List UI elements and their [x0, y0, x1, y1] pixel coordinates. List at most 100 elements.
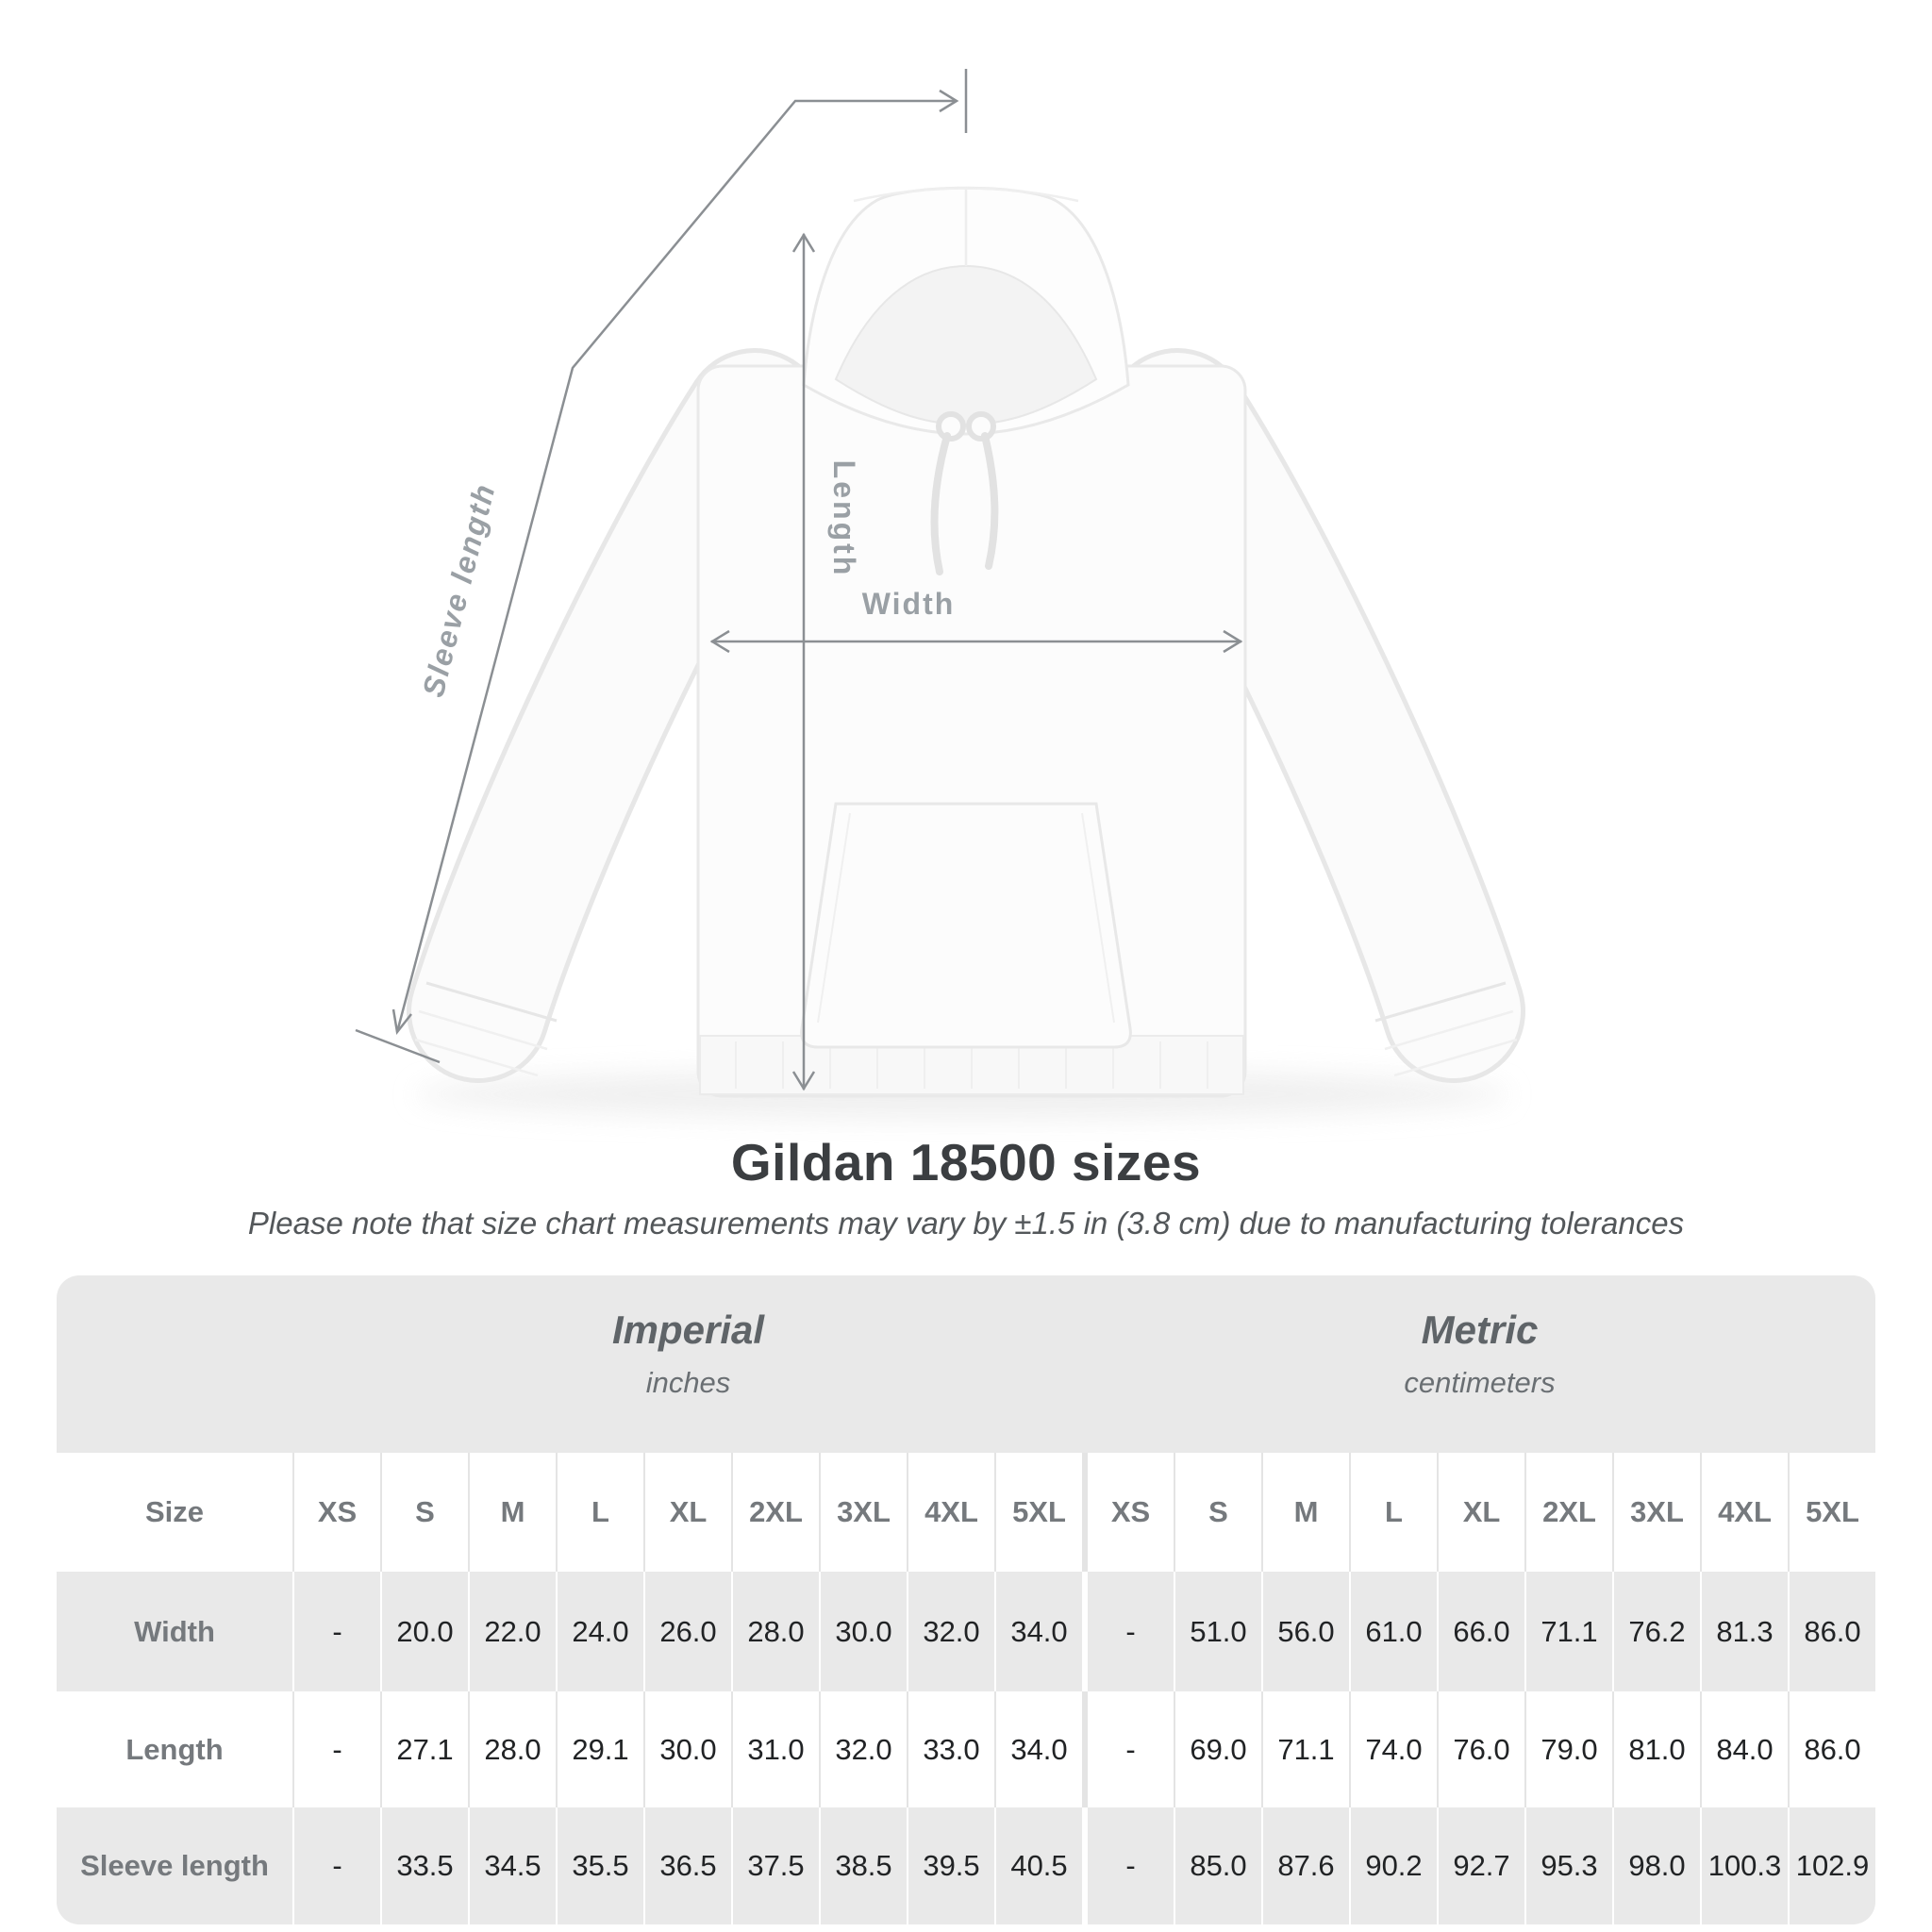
width-arrow: [709, 629, 1243, 654]
width-measure-label: Width: [862, 587, 956, 621]
cell: 34.0: [994, 1572, 1082, 1691]
hoodie-pocket: [800, 802, 1132, 1049]
cell: 66.0: [1437, 1572, 1524, 1691]
cell: 81.0: [1612, 1691, 1700, 1807]
measurement-annotations: [355, 69, 1243, 1091]
cell: 95.3: [1524, 1807, 1612, 1924]
hoodie-illustration: Length Width Sleeve length: [355, 69, 1525, 1119]
unit-band-spacer: [57, 1275, 292, 1453]
unit-header-band: Imperial inches Metric centimeters: [57, 1275, 1875, 1453]
cell: 76.2: [1612, 1572, 1700, 1691]
cell: 69.0: [1174, 1691, 1261, 1807]
cell: 33.5: [380, 1807, 468, 1924]
cell: -: [292, 1807, 380, 1924]
col-header: M: [1261, 1453, 1349, 1572]
col-header: S: [380, 1453, 468, 1572]
row-label: Length: [125, 1732, 224, 1766]
cell: 51.0: [1174, 1572, 1261, 1691]
col-header: 4XL: [1700, 1453, 1788, 1572]
row-label: Sleeve length: [80, 1849, 269, 1882]
cell: 100.3: [1700, 1807, 1788, 1924]
length-measure-label: Length: [827, 460, 861, 578]
cell: 61.0: [1349, 1572, 1437, 1691]
cell: 29.1: [556, 1691, 643, 1807]
col-header: XL: [1437, 1453, 1524, 1572]
cell: 37.5: [731, 1807, 819, 1924]
cell: 102.9: [1788, 1807, 1875, 1924]
col-header: L: [556, 1453, 643, 1572]
imperial-label: Imperial: [611, 1307, 765, 1352]
col-header: L: [1349, 1453, 1437, 1572]
col-header: XS: [1082, 1453, 1174, 1572]
col-header: 3XL: [1612, 1453, 1700, 1572]
sleeve-length-measure-label: Sleeve length: [416, 479, 502, 700]
col-header: 2XL: [731, 1453, 819, 1572]
cell: 24.0: [556, 1572, 643, 1691]
cell: 34.5: [468, 1807, 556, 1924]
cell: 36.5: [643, 1807, 731, 1924]
cell: 71.1: [1261, 1691, 1349, 1807]
cell: 34.0: [994, 1691, 1082, 1807]
cell: 31.0: [731, 1691, 819, 1807]
cell: 81.3: [1700, 1572, 1788, 1691]
cell: 74.0: [1349, 1691, 1437, 1807]
size-col-header: Size: [144, 1495, 205, 1528]
col-header: XS: [292, 1453, 380, 1572]
metric-sublabel: centimeters: [1404, 1366, 1556, 1399]
cell: 86.0: [1788, 1691, 1875, 1807]
cell: 39.5: [907, 1807, 994, 1924]
size-header-row: Size XS S M L XL 2XL 3XL 4XL 5XL XS S M …: [57, 1453, 1875, 1572]
cell: 32.0: [819, 1691, 907, 1807]
cell: -: [1082, 1691, 1174, 1807]
cell: 22.0: [468, 1572, 556, 1691]
cell: 79.0: [1524, 1691, 1612, 1807]
col-header: 5XL: [1788, 1453, 1875, 1572]
unit-group-imperial: Imperial inches: [292, 1275, 1084, 1453]
page-subtitle: Please note that size chart measurements…: [247, 1206, 1685, 1241]
cell: 86.0: [1788, 1572, 1875, 1691]
col-header: M: [468, 1453, 556, 1572]
table-row-width: Width - 20.0 22.0 24.0 26.0 28.0 30.0 32…: [57, 1572, 1875, 1691]
row-label: Width: [134, 1614, 215, 1648]
size-table: Imperial inches Metric centimeters Size …: [57, 1275, 1875, 1924]
cell: 85.0: [1174, 1807, 1261, 1924]
hoodie-drawstrings: [930, 411, 999, 575]
cell: 76.0: [1437, 1691, 1524, 1807]
cell: 84.0: [1700, 1691, 1788, 1807]
cell: 98.0: [1612, 1807, 1700, 1924]
cell: -: [292, 1572, 380, 1691]
cell: 20.0: [380, 1572, 468, 1691]
col-header: XL: [643, 1453, 731, 1572]
col-header: 2XL: [1524, 1453, 1612, 1572]
cell: -: [292, 1691, 380, 1807]
cell: 30.0: [643, 1691, 731, 1807]
cell: 30.0: [819, 1572, 907, 1691]
cell: 38.5: [819, 1807, 907, 1924]
length-arrow: [791, 232, 816, 1091]
col-header: 3XL: [819, 1453, 907, 1572]
cell: 87.6: [1261, 1807, 1349, 1924]
page-title: Gildan 18500 sizes: [730, 1133, 1202, 1191]
cell: 40.5: [994, 1807, 1082, 1924]
cell: 28.0: [731, 1572, 819, 1691]
cell: 35.5: [556, 1807, 643, 1924]
table-row-length: Length - 27.1 28.0 29.1 30.0 31.0 32.0 3…: [57, 1691, 1875, 1807]
unit-group-metric: Metric centimeters: [1084, 1275, 1875, 1453]
cell: -: [1082, 1572, 1174, 1691]
col-header: S: [1174, 1453, 1261, 1572]
cell: 71.1: [1524, 1572, 1612, 1691]
hoodie-hood: [802, 186, 1130, 436]
cell: 33.0: [907, 1691, 994, 1807]
sleeve-length-arrow: [355, 69, 968, 1064]
cell: 27.1: [380, 1691, 468, 1807]
col-header: 5XL: [994, 1453, 1082, 1572]
metric-label: Metric: [1421, 1307, 1539, 1352]
cell: 90.2: [1349, 1807, 1437, 1924]
imperial-sublabel: inches: [645, 1366, 731, 1399]
cell: 26.0: [643, 1572, 731, 1691]
col-header: 4XL: [907, 1453, 994, 1572]
cell: 92.7: [1437, 1807, 1524, 1924]
cell: 28.0: [468, 1691, 556, 1807]
cell: 32.0: [907, 1572, 994, 1691]
